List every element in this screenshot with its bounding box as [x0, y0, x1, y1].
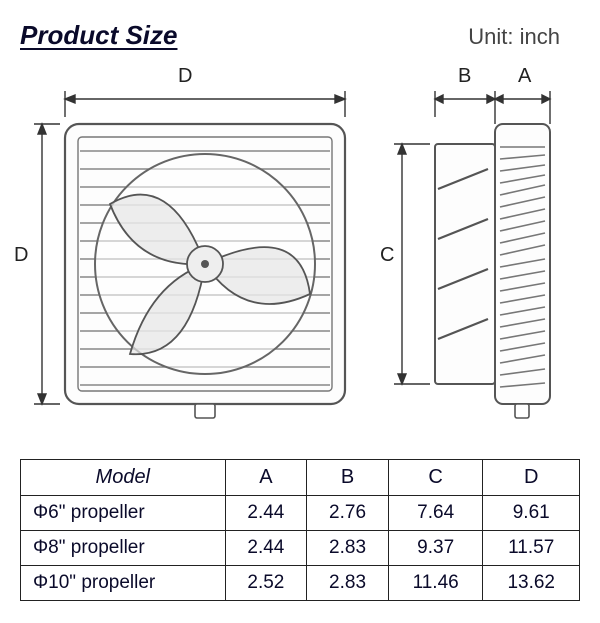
side-view: B A C: [380, 69, 570, 429]
cell-a: 2.52: [225, 566, 307, 601]
front-view: D D: [20, 69, 360, 429]
cell-d: 13.62: [483, 566, 580, 601]
dim-label-d-top: D: [178, 65, 192, 88]
unit-label: Unit: inch: [468, 24, 560, 50]
col-c: C: [388, 460, 483, 496]
table-row: Φ10" propeller 2.52 2.83 11.46 13.62: [21, 566, 580, 601]
col-d: D: [483, 460, 580, 496]
cell-d: 11.57: [483, 531, 580, 566]
cell-c: 11.46: [388, 566, 483, 601]
cell-d: 9.61: [483, 496, 580, 531]
col-a: A: [225, 460, 307, 496]
dim-label-c: C: [380, 244, 394, 267]
cell-model: Φ10" propeller: [21, 566, 226, 601]
unit-value: inch: [520, 24, 560, 49]
table-header-row: Model A B C D: [21, 460, 580, 496]
header: Product Size Unit: inch: [20, 20, 580, 51]
cell-a: 2.44: [225, 531, 307, 566]
table-row: Φ6" propeller 2.44 2.76 7.64 9.61: [21, 496, 580, 531]
page-title: Product Size: [20, 20, 177, 51]
cell-b: 2.83: [307, 531, 389, 566]
cell-b: 2.76: [307, 496, 389, 531]
size-table: Model A B C D Φ6" propeller 2.44 2.76 7.…: [20, 459, 580, 601]
cell-b: 2.83: [307, 566, 389, 601]
diagrams-container: D D: [20, 69, 580, 429]
col-model: Model: [21, 460, 226, 496]
table-row: Φ8" propeller 2.44 2.83 9.37 11.57: [21, 531, 580, 566]
unit-label-text: Unit:: [468, 24, 513, 49]
cell-model: Φ8" propeller: [21, 531, 226, 566]
dim-label-a: A: [518, 65, 531, 88]
dim-label-b: B: [458, 65, 471, 88]
side-view-svg: [380, 69, 570, 429]
col-b: B: [307, 460, 389, 496]
front-view-svg: [20, 69, 360, 429]
cell-model: Φ6" propeller: [21, 496, 226, 531]
cell-a: 2.44: [225, 496, 307, 531]
cell-c: 9.37: [388, 531, 483, 566]
dim-label-d-left: D: [14, 244, 28, 267]
cell-c: 7.64: [388, 496, 483, 531]
